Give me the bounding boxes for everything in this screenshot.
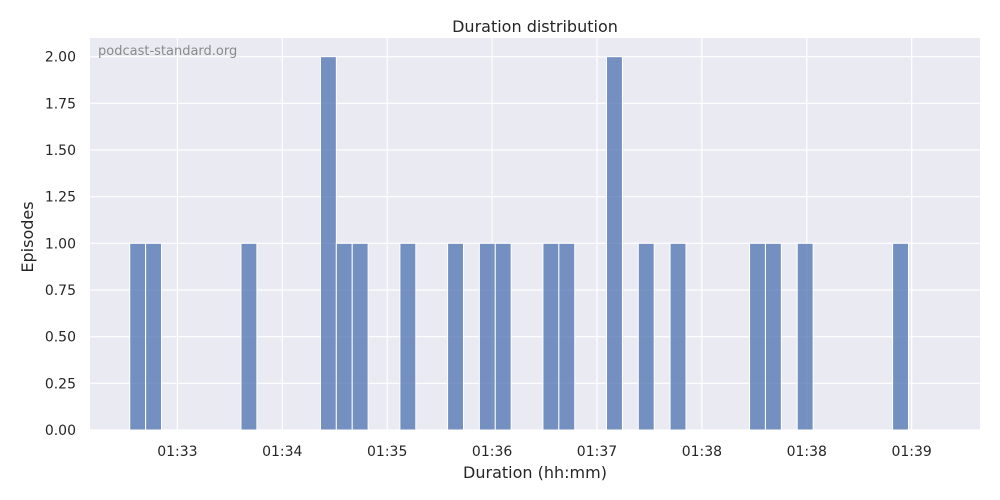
x-axis-label: Duration (hh:mm): [463, 463, 607, 482]
y-tick-label: 0.75: [45, 283, 76, 299]
histogram-bar: [669, 242, 687, 431]
y-tick-label: 1.50: [45, 143, 76, 159]
plot-area: [90, 38, 980, 430]
histogram-bar: [447, 242, 464, 431]
grid-lines: [90, 38, 980, 431]
bars: [129, 56, 909, 431]
histogram-bar: [764, 242, 782, 431]
histogram-bar: [351, 242, 369, 431]
histogram-bar: [478, 242, 496, 431]
x-tick-label: 01:33: [157, 444, 197, 460]
x-tick-label: 01:36: [472, 444, 512, 460]
histogram-bar: [335, 242, 353, 431]
histogram-bar: [749, 242, 766, 431]
histogram-bar: [145, 242, 163, 431]
watermark-text: podcast-standard.org: [98, 44, 237, 59]
x-tick-label: 01:34: [262, 444, 302, 460]
y-tick-label: 1.25: [45, 190, 76, 206]
histogram-bar: [892, 242, 909, 431]
y-tick-label: 2.00: [45, 50, 76, 66]
x-tick-label: 01:38: [682, 444, 722, 460]
histogram-bar: [319, 56, 337, 431]
y-tick-label: 1.75: [45, 96, 76, 112]
y-tick-label: 0.50: [45, 330, 76, 346]
histogram-bar: [240, 242, 258, 431]
y-tick-label: 0.25: [45, 376, 76, 392]
y-axis-label: Episodes: [18, 201, 37, 272]
histogram-bar: [637, 242, 655, 431]
x-tick-label: 01:35: [367, 444, 407, 460]
y-tick-label: 0.00: [45, 423, 76, 439]
x-tick-label: 01:37: [577, 444, 617, 460]
x-tick-label: 01:38: [787, 444, 827, 460]
x-tick-label: 01:39: [891, 444, 931, 460]
histogram-bar: [796, 242, 814, 431]
histogram-bar: [399, 242, 417, 431]
histogram-bar: [558, 242, 576, 431]
x-tick-labels: 01:33 01:34 01:35 01:36 01:37 01:38 01:38 01:39: [157, 444, 932, 460]
y-tick-label: 1.00: [45, 236, 76, 252]
histogram-bar: [129, 242, 147, 431]
histogram-bar: [494, 242, 512, 431]
histogram-bar: [606, 56, 623, 431]
chart-title: Duration distribution: [452, 17, 618, 36]
histogram-bar: [542, 242, 560, 431]
y-tick-labels: 0.00 0.25 0.50 0.75 1.00 1.25 1.50 1.75 2.00: [45, 50, 76, 439]
